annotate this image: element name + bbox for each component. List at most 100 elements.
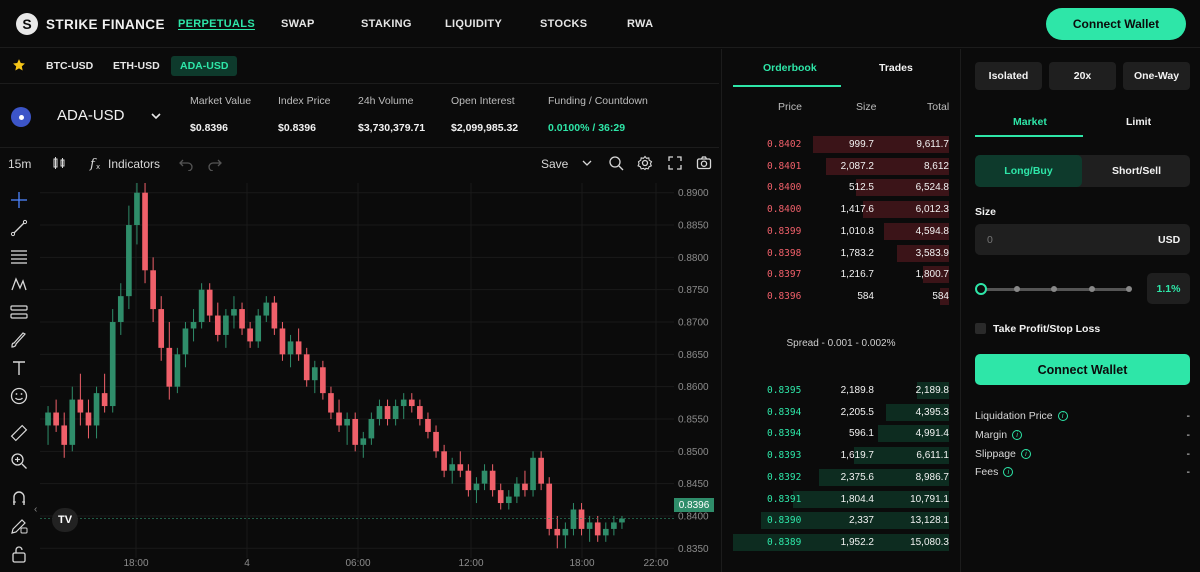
brand-logo[interactable]: S STRIKE FINANCE [16, 13, 165, 35]
horizontal-lines-icon[interactable] [10, 247, 28, 265]
bid-row[interactable]: 0.8394 596.1 4,991.4 [733, 425, 949, 443]
slider-dot[interactable] [1089, 286, 1095, 292]
slider-dot[interactable] [1126, 286, 1132, 292]
text-tool-icon[interactable] [10, 359, 28, 377]
market-tab-ada[interactable]: ADA-USD [171, 56, 238, 76]
pattern-tool-icon[interactable] [10, 275, 28, 293]
info-icon[interactable]: i [1057, 411, 1068, 421]
y-tick-label: 0.8650 [678, 350, 709, 361]
slider-dot[interactable] [1014, 286, 1020, 292]
candle [473, 477, 480, 504]
interval-selector[interactable]: 15m [8, 157, 32, 171]
nav-stocks[interactable]: STOCKS [540, 18, 588, 30]
crosshair-icon[interactable] [10, 191, 28, 209]
short-sell-button[interactable]: Short/Sell [1111, 165, 1161, 177]
candle [287, 334, 294, 368]
size-unit-selector[interactable]: USD [1158, 234, 1181, 246]
ask-row[interactable]: 0.8401 2,087.2 8,612 [733, 157, 949, 175]
info-value-liquidation: - [1186, 410, 1191, 422]
fib-tool-icon[interactable] [10, 303, 28, 321]
price-chart[interactable]: 0.8900 0.8850 0.8800 0.8750 0.8700 0.8650 0.86… [40, 183, 720, 568]
save-chevron-down-icon[interactable] [579, 155, 595, 171]
candle [85, 399, 92, 439]
candle [408, 393, 415, 413]
bid-price: 0.8391 [767, 493, 802, 505]
settings-gear-icon[interactable] [637, 155, 653, 171]
bid-size: 2,189.8 [840, 385, 874, 396]
position-mode-button[interactable]: One-Way [1123, 62, 1190, 90]
ask-total: 1,800.7 [915, 269, 949, 281]
tradingview-logo[interactable]: TV [52, 508, 78, 532]
connect-wallet-button-top[interactable]: Connect Wallet [1046, 8, 1186, 40]
lock-icon[interactable] [10, 545, 28, 563]
pair-selector-label[interactable]: ADA-USD [57, 107, 125, 124]
ask-row[interactable]: 0.8402 999.7 9,611.7 [733, 136, 949, 153]
nav-rwa[interactable]: RWA [627, 18, 654, 30]
ask-row[interactable]: 0.8399 1,010.8 4,594.8 [733, 222, 949, 240]
market-tab-btc[interactable]: BTC-USD [46, 60, 94, 72]
bid-row[interactable]: 0.8391 1,804.4 10,791.1 [733, 490, 949, 508]
ob-header-size: Size [856, 101, 877, 113]
ask-row[interactable]: 0.8396 584 584 [733, 287, 949, 305]
ask-row[interactable]: 0.8400 512.5 6,524.8 [733, 179, 949, 197]
nav-perpetuals[interactable]: PERPETUALS [178, 18, 255, 30]
bid-row[interactable]: 0.8394 2,205.5 4,395.3 [733, 403, 949, 421]
save-button[interactable]: Save [541, 157, 569, 171]
bid-row[interactable]: 0.8392 2,375.6 8,986.7 [733, 468, 949, 486]
bid-size: 1,619.7 [840, 450, 874, 462]
collapse-arrow-icon[interactable]: ‹ [34, 504, 38, 515]
indicators-icon[interactable]: f x [88, 155, 104, 171]
x-tick-label: 06:00 [345, 558, 370, 568]
market-tab-eth[interactable]: ETH-USD [113, 60, 160, 72]
magnet-icon[interactable] [10, 489, 28, 507]
nav-swap[interactable]: SWAP [281, 18, 315, 30]
size-slider-thumb[interactable] [975, 283, 987, 295]
ask-row[interactable]: 0.8397 1,216.7 1,800.7 [733, 266, 949, 284]
tab-trades[interactable]: Trades [879, 62, 913, 74]
long-buy-button[interactable]: Long/Buy [975, 155, 1082, 187]
emoji-icon[interactable] [10, 387, 28, 405]
ask-total: 9,611.7 [916, 139, 949, 150]
zoom-in-icon[interactable] [10, 452, 28, 470]
bid-total: 4,991.4 [915, 428, 949, 440]
pencil-lock-icon[interactable] [10, 517, 28, 535]
redo-icon[interactable] [207, 155, 223, 171]
bid-row[interactable]: 0.8393 1,619.7 6,611.1 [733, 447, 949, 465]
size-input[interactable] [975, 224, 1190, 255]
ask-row[interactable]: 0.8398 1,783.2 3,583.9 [733, 244, 949, 262]
ask-price: 0.8399 [767, 225, 802, 237]
ask-row[interactable]: 0.8400 1,417.6 6,012.3 [733, 201, 949, 219]
candle-type-icon[interactable] [51, 155, 67, 171]
indicators-button[interactable]: Indicators [108, 157, 161, 171]
undo-icon[interactable] [178, 155, 194, 171]
nav-staking[interactable]: STAKING [361, 18, 412, 30]
fullscreen-icon[interactable] [667, 155, 683, 171]
tpsl-label[interactable]: Take Profit/Stop Loss [993, 323, 1101, 335]
info-icon[interactable]: i [1003, 467, 1014, 477]
tab-limit[interactable]: Limit [1126, 116, 1152, 128]
brush-icon[interactable] [10, 331, 28, 349]
connect-wallet-button[interactable]: Connect Wallet [975, 354, 1190, 385]
chevron-down-icon[interactable] [151, 112, 161, 120]
info-icon[interactable]: i [1012, 430, 1023, 440]
size-percent-value[interactable]: 1.1% [1147, 273, 1190, 304]
tab-market[interactable]: Market [1013, 116, 1047, 128]
y-tick-label: 0.8800 [678, 253, 709, 264]
bid-row[interactable]: 0.8390 2,337 13,128.1 [733, 512, 949, 530]
nav-liquidity[interactable]: LIQUIDITY [445, 18, 503, 30]
star-icon[interactable] [12, 58, 26, 72]
leverage-button[interactable]: 20x [1049, 62, 1116, 90]
screenshot-camera-icon[interactable] [696, 155, 712, 171]
tab-orderbook[interactable]: Orderbook [763, 62, 817, 74]
ruler-icon[interactable] [10, 424, 28, 442]
trend-line-icon[interactable] [10, 219, 28, 237]
info-icon[interactable]: i [1020, 449, 1031, 459]
bid-row[interactable]: 0.8389 1,952.2 15,080.3 [733, 533, 949, 551]
tpsl-checkbox[interactable] [975, 323, 986, 334]
candle [562, 522, 569, 549]
slider-dot[interactable] [1051, 286, 1057, 292]
quick-search-icon[interactable] [608, 155, 624, 171]
margin-mode-button[interactable]: Isolated [975, 62, 1042, 90]
bid-row[interactable]: 0.8395 2,189.8 2,189.8 [733, 382, 949, 399]
candle [352, 412, 359, 452]
